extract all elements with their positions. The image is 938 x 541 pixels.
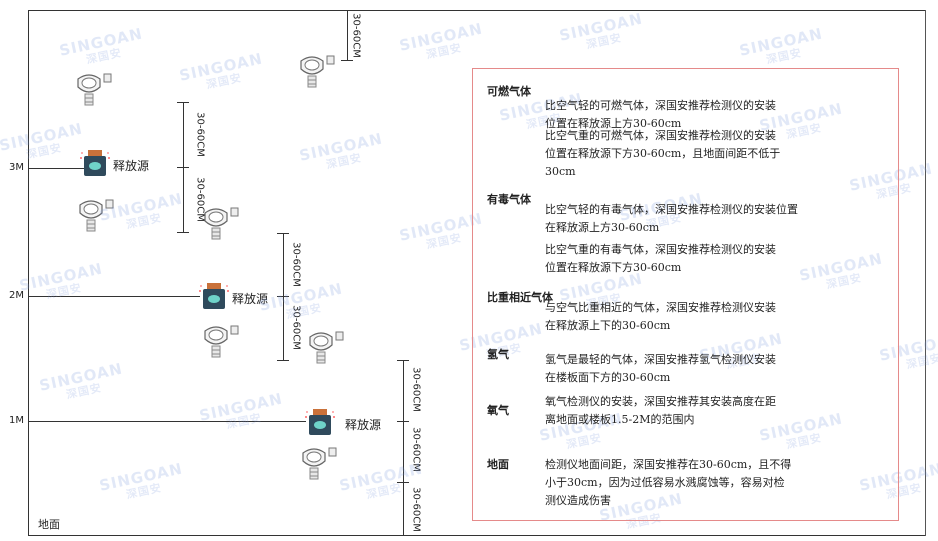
watermark-logo: SINGOAN 深国安 [17, 259, 105, 302]
watermark-logo: SINGOAN 深国安 [737, 24, 825, 67]
section-paragraph: 氧气检测仪的安装，深国安推荐其安装高度在距 离地面或楼板1.5-2M的范围内 [545, 395, 776, 426]
section-paragraph: 比空气轻的有毒气体，深国安推荐检测仪的安装位置 在释放源上方30-60cm [545, 203, 798, 234]
watermark-logo: SINGOAN 深国安 [197, 389, 285, 432]
floor-line [28, 535, 925, 536]
dim-label: 30-60CM [194, 112, 206, 157]
section-paragraph: 比空气重的可燃气体，深国安推荐检测仪的安装 位置在释放源下方30-60cm，且地… [545, 129, 781, 178]
gas-detector-icon [302, 447, 337, 480]
watermark-logo: SINGOAN 深国安 [177, 49, 265, 92]
ground-label: 地面 [38, 518, 60, 531]
dim-label: 30-60CM [290, 305, 302, 350]
gas-detector-icon [77, 73, 112, 106]
level-2m: 2M [9, 290, 24, 301]
frame-right [925, 10, 926, 536]
dim-label: 30-60CM [410, 367, 422, 412]
frame-top [28, 10, 925, 11]
level-1m: 1M [9, 415, 24, 426]
release-source-icon [199, 283, 229, 309]
dim-label: 30-60CM [410, 427, 422, 472]
release-source-icon [305, 409, 335, 435]
dim-label: 30-60CM [290, 242, 302, 287]
watermark-logo: SINGOAN 深国安 [0, 119, 85, 162]
watermark-logo: SINGOAN 深国安 [557, 9, 645, 52]
dim-line [347, 10, 348, 60]
section-heading: 氢气 [487, 348, 509, 361]
section-heading: 氧气 [487, 404, 509, 417]
watermark-logo: SINGOAN 深国安 [397, 19, 485, 62]
watermark-logo: SINGOAN 深国安 [257, 279, 345, 322]
source-label: 释放源 [113, 159, 150, 173]
level-3m: 3M [9, 162, 24, 173]
installation-notes-panel: 可燃气体比空气轻的可燃气体，深国安推荐检测仪的安装 位置在释放源上方30-60c… [472, 68, 899, 521]
source-label: 释放源 [345, 418, 382, 432]
dim-line [403, 360, 404, 536]
gas-detector-icon [300, 55, 335, 88]
gas-detector-icon [204, 325, 239, 358]
section-heading: 地面 [487, 458, 509, 471]
dim-label: 30-60CM [350, 13, 362, 58]
section-paragraph: 氢气是最轻的气体，深国安推荐氢气检测仪安装 在楼板面下方的30-60cm [545, 353, 776, 384]
watermark-logo: SINGOAN 深国安 [57, 24, 145, 67]
dim-label: 30-60CM [410, 487, 422, 532]
section-paragraph: 比空气轻的可燃气体，深国安推荐检测仪的安装 位置在释放源上方30-60cm [545, 99, 776, 130]
section-heading: 比重相近气体 [487, 291, 553, 304]
section-paragraph: 比空气重的有毒气体，深国安推荐检测仪的安装 位置在释放源下方30-60cm [545, 243, 776, 274]
gas-detector-icon [309, 331, 344, 364]
gas-detector-icon [204, 207, 239, 240]
source-label: 释放源 [232, 292, 269, 306]
level-line-3m [28, 168, 84, 169]
section-paragraph: 与空气比重相近的气体，深国安推荐检测仪安装 在释放源上下的30-60cm [545, 301, 776, 332]
level-line-1m [28, 421, 306, 422]
section-heading: 有毒气体 [487, 193, 531, 206]
release-source-icon [80, 150, 110, 176]
gas-detector-icon [79, 199, 114, 232]
watermark-logo: SINGOAN 深国安 [37, 359, 125, 402]
section-paragraph: 检测仪地面间距，深国安推荐在30-60cm，且不得 小于30cm，因为过低容易水… [545, 458, 792, 507]
watermark-logo: SINGOAN 深国安 [97, 459, 185, 502]
watermark-logo: SINGOAN 深国安 [297, 129, 385, 172]
frame-left [28, 10, 29, 536]
section-heading: 可燃气体 [487, 85, 531, 98]
level-line-2m [28, 296, 200, 297]
